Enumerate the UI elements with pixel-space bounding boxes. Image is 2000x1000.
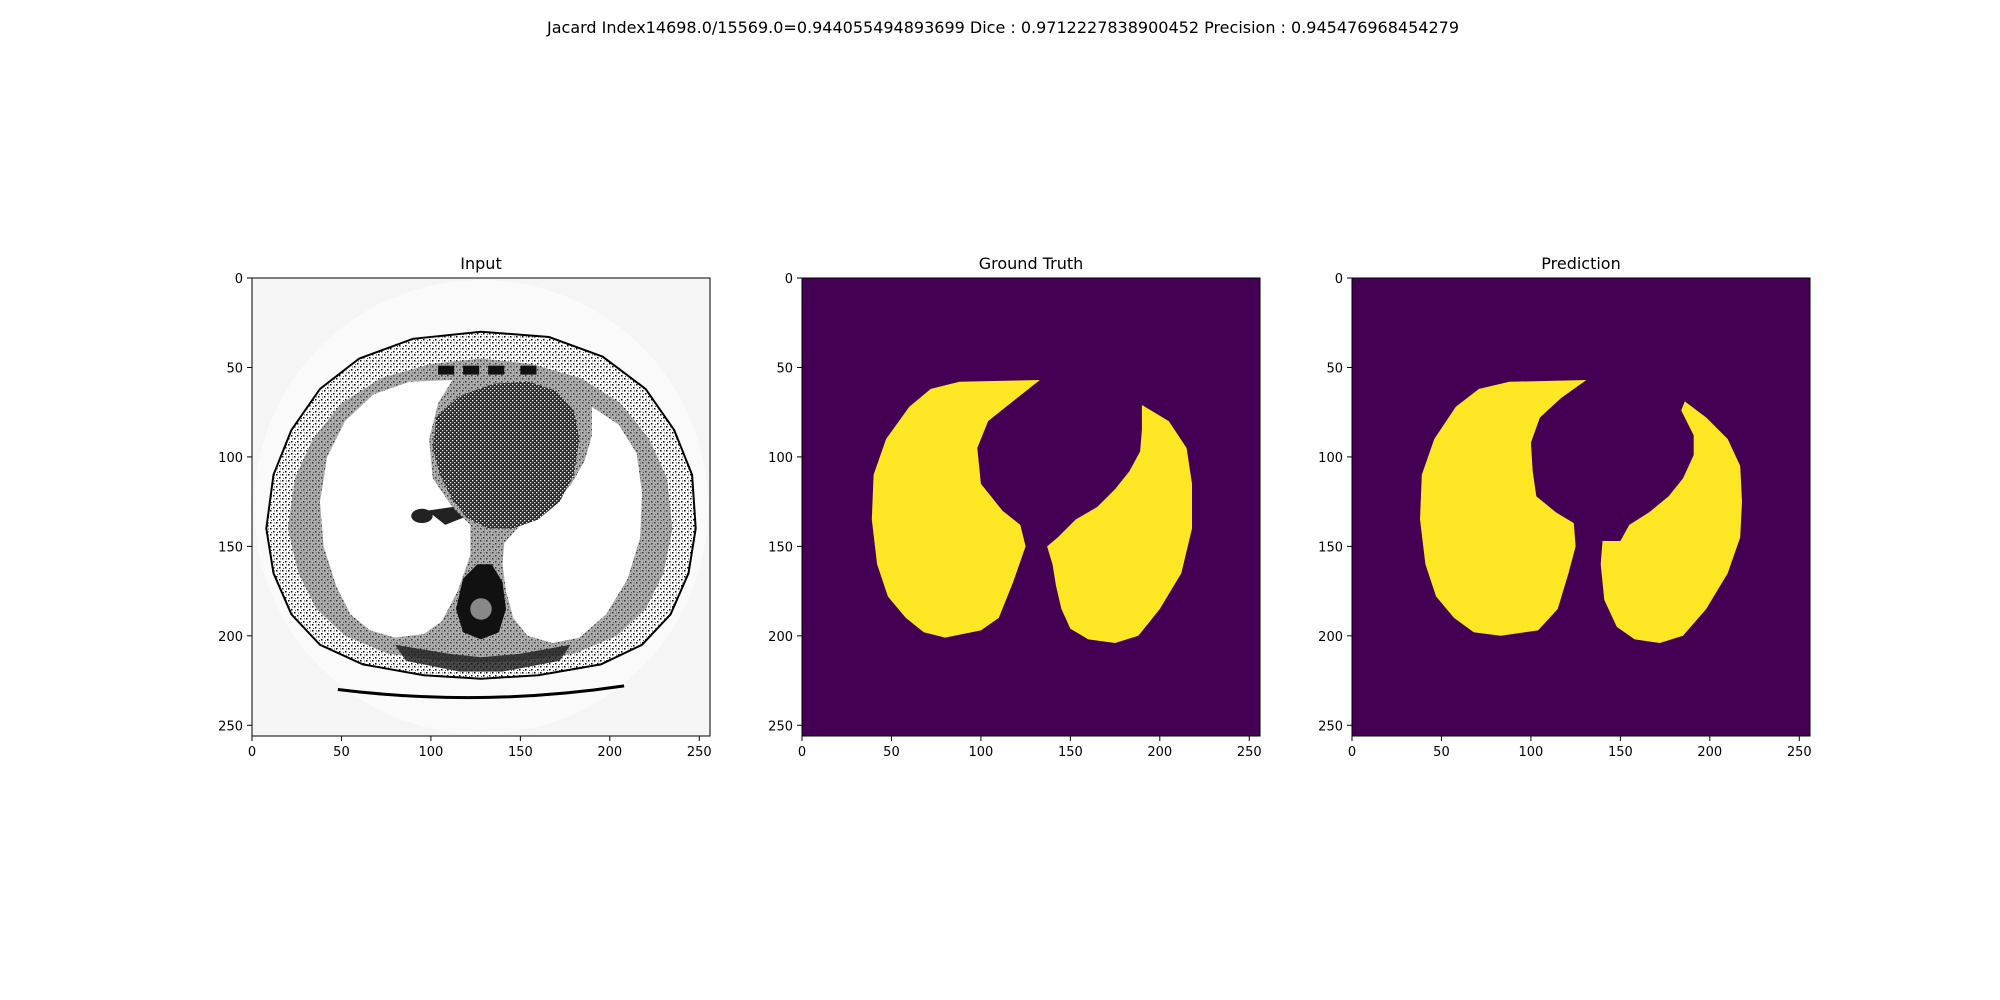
- y-tick-label: 100: [218, 451, 243, 466]
- image-area: [802, 278, 1260, 736]
- x-tick-label: 250: [687, 745, 712, 760]
- ct-table: [337, 684, 625, 700]
- y-tick-label: 250: [218, 719, 243, 734]
- x-tick-label: 50: [1433, 745, 1450, 760]
- image-area: [1352, 278, 1810, 736]
- x-tick-label: 50: [883, 745, 900, 760]
- x-tick-label: 0: [248, 745, 256, 760]
- x-tick-label: 250: [1787, 745, 1812, 760]
- y-tick-label: 200: [218, 630, 243, 645]
- y-tick-label: 50: [1326, 361, 1343, 376]
- figure-suptitle: Jacard Index14698.0/15569.0=0.9440554948…: [546, 18, 1459, 37]
- mask-left-lung: [1420, 380, 1587, 636]
- ct-vessel: [411, 508, 433, 524]
- x-tick-label: 100: [418, 745, 443, 760]
- y-tick-label: 200: [768, 630, 793, 645]
- y-tick-label: 50: [776, 361, 793, 376]
- ct-posterior-tissue: [395, 644, 571, 672]
- ct-sternum-segment: [520, 365, 537, 375]
- y-tick-label: 150: [768, 540, 793, 555]
- axes-frame: [251, 277, 711, 737]
- ct-right-lung: [502, 406, 642, 643]
- panel-ground-truth: Ground Truth 0 50 100 150 200 250 0 50 100 150 200 2…: [768, 254, 1262, 760]
- image-area: [252, 278, 710, 736]
- ct-sternum-segment: [488, 365, 505, 375]
- y-tick-label: 250: [768, 719, 793, 734]
- ct-left-lung: [320, 380, 471, 638]
- panel-title: Prediction: [1541, 254, 1620, 273]
- y-tick-label: 200: [1318, 630, 1343, 645]
- mask-right-lung: [1047, 405, 1192, 643]
- y-tick-label: 150: [1318, 540, 1343, 555]
- ct-vertebra: [470, 598, 492, 620]
- x-tick-label: 200: [1147, 745, 1172, 760]
- x-tick-label: 0: [1348, 745, 1356, 760]
- y-tick-label: 0: [1335, 272, 1343, 287]
- y-tick-label: 250: [1318, 719, 1343, 734]
- axes-frame: [1351, 277, 1811, 737]
- ct-sternum-segment: [463, 365, 480, 375]
- ct-sternum-segment: [438, 365, 455, 375]
- x-tick-label: 100: [968, 745, 993, 760]
- panel-title: Ground Truth: [979, 254, 1084, 273]
- mask-left-lung: [871, 380, 1040, 638]
- x-tick-label: 0: [798, 745, 806, 760]
- y-tick-label: 0: [235, 272, 243, 287]
- x-tick-label: 200: [1697, 745, 1722, 760]
- ct-vessel-branch: [427, 507, 464, 525]
- mask-right-lung: [1600, 401, 1742, 643]
- axes-frame: [801, 277, 1261, 737]
- y-tick-label: 50: [226, 361, 243, 376]
- ct-heart: [432, 381, 580, 529]
- y-tick-label: 100: [768, 451, 793, 466]
- panel-title: Input: [460, 254, 501, 273]
- y-tick-label: 150: [218, 540, 243, 555]
- panel-prediction: Prediction 0 50 100 150 200 250 0 50 100 150 200 250: [1318, 254, 1812, 760]
- panel-input: Input 0 50 100 150 200 250 0 50 100 150 200 250: [218, 254, 712, 760]
- y-tick-label: 100: [1318, 451, 1343, 466]
- x-tick-label: 100: [1518, 745, 1543, 760]
- x-tick-label: 50: [333, 745, 350, 760]
- x-tick-label: 200: [597, 745, 622, 760]
- x-tick-label: 150: [508, 745, 533, 760]
- x-tick-label: 250: [1237, 745, 1262, 760]
- y-tick-label: 0: [785, 272, 793, 287]
- x-tick-label: 150: [1058, 745, 1083, 760]
- x-tick-label: 150: [1608, 745, 1633, 760]
